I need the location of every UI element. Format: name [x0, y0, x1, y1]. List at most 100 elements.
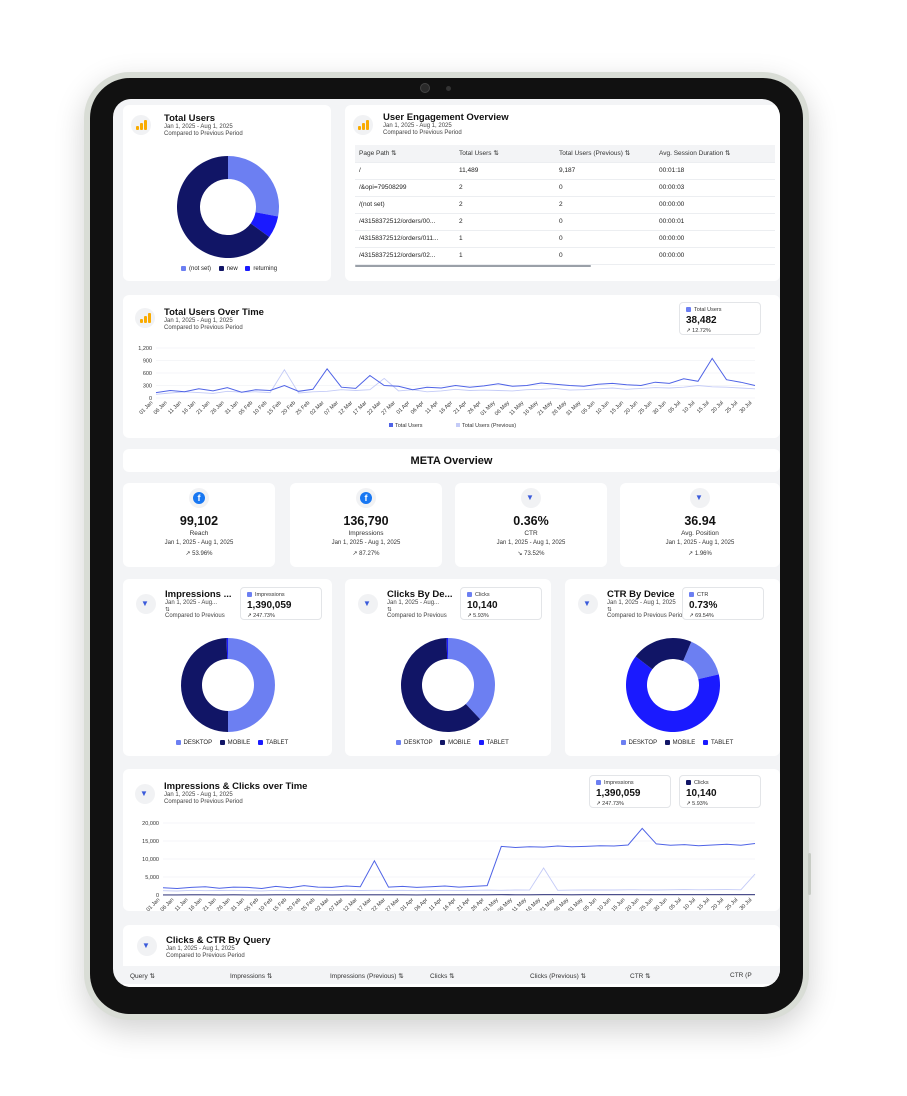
- table-cell: /(not set): [355, 196, 455, 214]
- legend-tablet: TABLET: [486, 740, 509, 747]
- horizontal-scrollbar[interactable]: [355, 265, 591, 267]
- column-header[interactable]: Clicks (Previous) ⇅: [530, 973, 587, 980]
- column-header[interactable]: CTR ⇅: [630, 973, 651, 980]
- donut-slice[interactable]: [635, 638, 691, 670]
- column-header[interactable]: CTR (P: [730, 972, 752, 979]
- compare-label: Compared to Previous Period: [607, 613, 686, 619]
- column-header[interactable]: Impressions ⇅: [230, 973, 273, 980]
- donut-slice[interactable]: [177, 156, 270, 258]
- sensor-icon: [446, 86, 451, 91]
- series-line[interactable]: [155, 357, 756, 394]
- donut-legend: (not set) new returning: [175, 266, 277, 272]
- column-header[interactable]: Clicks ⇅: [430, 973, 455, 980]
- donut-slice[interactable]: [250, 212, 279, 237]
- column-header[interactable]: Page Path ⇅: [355, 145, 455, 163]
- engagement-card: User Engagement Overview Jan 1, 2025 - A…: [345, 105, 780, 281]
- legend-tablet: TABLET: [266, 740, 289, 747]
- series-line[interactable]: [162, 827, 756, 890]
- card-title: Impressions ...: [165, 589, 232, 600]
- column-header[interactable]: Avg. Session Duration ⇅: [655, 145, 775, 163]
- kpi-label: Reach: [189, 530, 209, 537]
- table-row[interactable]: /&opi=79508299 2 0 00:00:03: [355, 179, 775, 197]
- table-cell: /43158372512/orders/02...: [355, 247, 455, 265]
- x-tick-label: 27 Mar: [385, 897, 401, 911]
- donut-slice[interactable]: [228, 156, 279, 217]
- x-tick-label: 27 Mar: [381, 400, 397, 416]
- donut-slice[interactable]: [625, 656, 720, 732]
- kpi-label: Impressions: [255, 592, 285, 598]
- y-tick-label: 300: [143, 384, 152, 390]
- kpi-change-value: 73.52%: [524, 551, 545, 557]
- y-tick-label: 600: [143, 371, 152, 377]
- side-button: [808, 853, 811, 895]
- card-title: Total Users: [164, 113, 216, 124]
- donut-slice[interactable]: [446, 638, 448, 660]
- series-line[interactable]: [162, 867, 756, 892]
- kpi-value: 136,790: [343, 514, 389, 528]
- y-tick-label: 0: [156, 893, 159, 899]
- sort-icon: ⇅: [607, 607, 612, 613]
- y-tick-label: 900: [143, 359, 152, 365]
- x-tick-label: 06 Apr: [414, 897, 430, 911]
- x-tick-label: 10 Feb: [252, 400, 268, 416]
- date-range: Jan 1, 2025 - Aug 1, 2025: [166, 946, 235, 952]
- legend-desktop: DESKTOP: [628, 740, 657, 747]
- meta-kpi-card: ▼ 36.94 Avg. Position Jan 1, 2025 - Aug …: [620, 483, 780, 567]
- column-header[interactable]: Total Users ⇅: [455, 145, 555, 163]
- date-range: Jan 1, 2025 - Aug 1, 2025: [164, 124, 233, 130]
- table-cell: 2: [455, 179, 555, 197]
- table-cell: 00:00:00: [655, 247, 775, 265]
- table-cell: 9,187: [555, 162, 655, 180]
- series-line[interactable]: [155, 368, 756, 395]
- x-tick-label: 05 Jun: [581, 400, 597, 416]
- kpi-label: Total Users: [694, 307, 722, 313]
- donut-slice[interactable]: [448, 638, 495, 720]
- google-analytics-icon: [131, 115, 151, 135]
- kpi-label: Avg. Position: [681, 530, 719, 537]
- table-cell: /: [355, 162, 455, 180]
- kpi-change: 5.93%: [473, 613, 489, 619]
- table-row[interactable]: /43158372512/orders/011... 1 0 00:00:00: [355, 230, 775, 248]
- legend-not-set: (not set): [189, 266, 212, 273]
- donut-slice[interactable]: [180, 638, 228, 732]
- dashboard-screen[interactable]: Total Users Jan 1, 2025 - Aug 1, 2025 Co…: [113, 99, 780, 987]
- column-header[interactable]: Query ⇅: [130, 973, 155, 980]
- column-header[interactable]: Impressions (Previous) ⇅: [330, 973, 404, 980]
- compare-label: Compared to Previous Period: [166, 953, 245, 959]
- x-tick-label: 05 Jul: [667, 400, 682, 415]
- donut-slice[interactable]: [682, 641, 719, 680]
- x-tick-label: 05 Jul: [668, 897, 683, 911]
- kpi-label: Clicks: [694, 780, 709, 786]
- kpi-change-value: 53.96%: [192, 551, 213, 557]
- table-row[interactable]: /43158372512/orders/02... 1 0 00:00:00: [355, 247, 775, 265]
- legend-swatch: [456, 423, 460, 427]
- x-tick-label: 06 Apr: [410, 400, 426, 416]
- google-analytics-icon: [353, 115, 373, 135]
- donut-slice[interactable]: [227, 638, 275, 732]
- column-header[interactable]: Total Users (Previous) ⇅: [555, 145, 655, 163]
- donut-slice[interactable]: [226, 638, 228, 660]
- clicks-kpi: Clicks 10,140 ↗ 5.93%: [679, 775, 761, 808]
- table-row[interactable]: /43158372512/orders/00... 2 0 00:00:01: [355, 213, 775, 231]
- y-tick-label: 10,000: [142, 857, 159, 863]
- kpi-label: Impressions: [604, 780, 634, 786]
- donut-slice[interactable]: [401, 638, 481, 732]
- kpi-label: Clicks: [475, 592, 490, 598]
- x-tick-label: 02 Mar: [309, 400, 325, 416]
- table-row[interactable]: /(not set) 2 2 00:00:00: [355, 196, 775, 214]
- legend-returning: returning: [253, 266, 278, 273]
- table-row[interactable]: /11,489 9,187 00:01:18: [355, 162, 775, 180]
- kpi-change: ↘ 73.52%: [517, 551, 545, 557]
- x-tick-label: 05 Feb: [238, 400, 254, 416]
- y-tick-label: 15,000: [142, 839, 159, 845]
- x-tick-label: 30 Jul: [739, 400, 754, 415]
- kpi-value: 0.36%: [513, 514, 549, 528]
- x-tick-label: 20 Jul: [710, 400, 725, 415]
- camera-icon: [420, 83, 430, 93]
- x-tick-label: 10 Jun: [595, 400, 611, 416]
- meta-ads-icon: ▼: [136, 594, 156, 614]
- x-tick-label: 01 Apr: [396, 400, 412, 416]
- facebook-icon: f: [189, 488, 209, 508]
